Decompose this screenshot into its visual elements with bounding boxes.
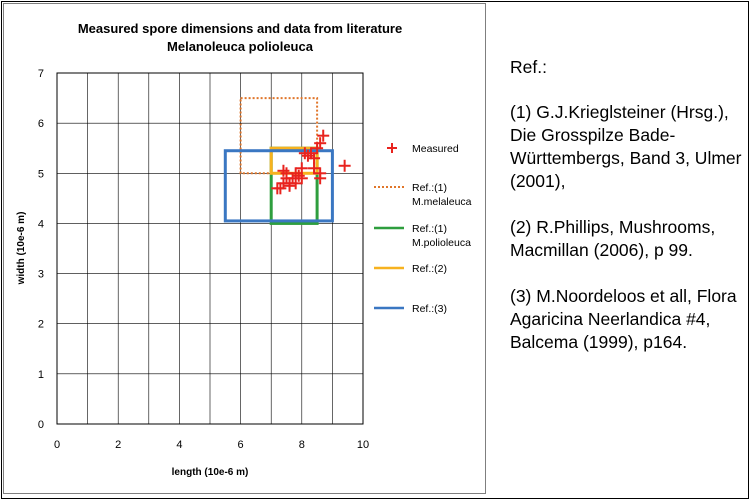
tick-labels: 0 2 4 6 8 10 0 1 2 3 4 5 6 7 [38, 68, 369, 451]
x-tick-label: 4 [176, 439, 182, 451]
measured-point [289, 177, 302, 190]
x-tick-label: 0 [54, 439, 60, 451]
references-title: Ref.: [510, 57, 547, 77]
chart-area-border [3, 3, 486, 494]
y-tick-label: 4 [38, 218, 44, 230]
measured-point [308, 152, 321, 165]
x-tick-label: 6 [238, 439, 244, 451]
chart-title: Measured spore dimensions and data from … [78, 21, 402, 36]
reference-1: (1) G.J.Krieglsteiner (Hrsg.), Die Gross… [510, 102, 742, 191]
y-tick-label: 5 [38, 168, 44, 180]
spore-dimension-chart: 0 2 4 6 8 10 0 1 2 3 4 5 6 7 Measured spore dimension… [16, 21, 472, 478]
measured-point [271, 182, 284, 195]
measured-point [338, 159, 351, 172]
legend-label: Ref.:(1) [412, 182, 447, 194]
reference-range-box [239, 97, 319, 175]
x-tick-label: 2 [115, 439, 121, 451]
measured-point [314, 137, 327, 150]
measured-point [317, 129, 330, 142]
x-tick-label: 10 [357, 439, 369, 451]
plot-border [56, 72, 364, 425]
reference-2: (2) R.Phillips, Mushrooms, Macmillan (20… [510, 217, 716, 260]
measured-point [295, 172, 308, 185]
reference-3: (3) M.Noordeloos et all, Flora Agaricina… [510, 286, 737, 352]
measured-point [295, 162, 308, 175]
legend-item: Ref.:(2) [374, 263, 447, 275]
legend-label: M.polioleuca [412, 237, 471, 249]
legend-label: M.melaleuca [412, 196, 472, 208]
y-tick-label: 7 [38, 68, 44, 80]
measured-point [308, 162, 321, 175]
x-tick-label: 8 [299, 439, 305, 451]
y-axis-label: width (10e-6 m) [16, 212, 27, 286]
y-tick-label: 3 [38, 269, 44, 281]
measured-point [277, 164, 290, 177]
legend-label: Ref.:(3) [412, 303, 447, 315]
y-tick-label: 2 [38, 319, 44, 331]
measured-points [271, 129, 351, 195]
measured-point [292, 169, 305, 182]
y-tick-label: 6 [38, 118, 44, 130]
references-panel: Ref.: (1) G.J.Krieglsteiner (Hrsg.), Die… [510, 56, 746, 377]
legend-item: Ref.:(3) [374, 303, 447, 315]
legend: Measured Ref.:(1) M.melaleuca Ref.:(1) M.pol… [374, 143, 472, 315]
y-tick-label: 1 [38, 369, 44, 381]
legend-label: Measured [412, 143, 459, 155]
y-tick-label: 0 [38, 419, 44, 431]
legend-item: Ref.:(1) M.polioleuca [374, 223, 471, 249]
chart-subtitle: Melanoleuca polioleuca [167, 39, 314, 54]
legend-item: Ref.:(1) M.melaleuca [374, 182, 472, 208]
legend-label: Ref.:(2) [412, 263, 447, 275]
reference-ranges [223, 97, 334, 225]
measured-point [314, 172, 327, 185]
measured-point [289, 167, 302, 180]
measured-point [283, 179, 296, 192]
legend-item: Measured [387, 143, 459, 155]
reference-range-box [223, 149, 334, 223]
legend-label: Ref.:(1) [412, 223, 447, 235]
x-axis-label: length (10e-6 m) [172, 467, 249, 478]
